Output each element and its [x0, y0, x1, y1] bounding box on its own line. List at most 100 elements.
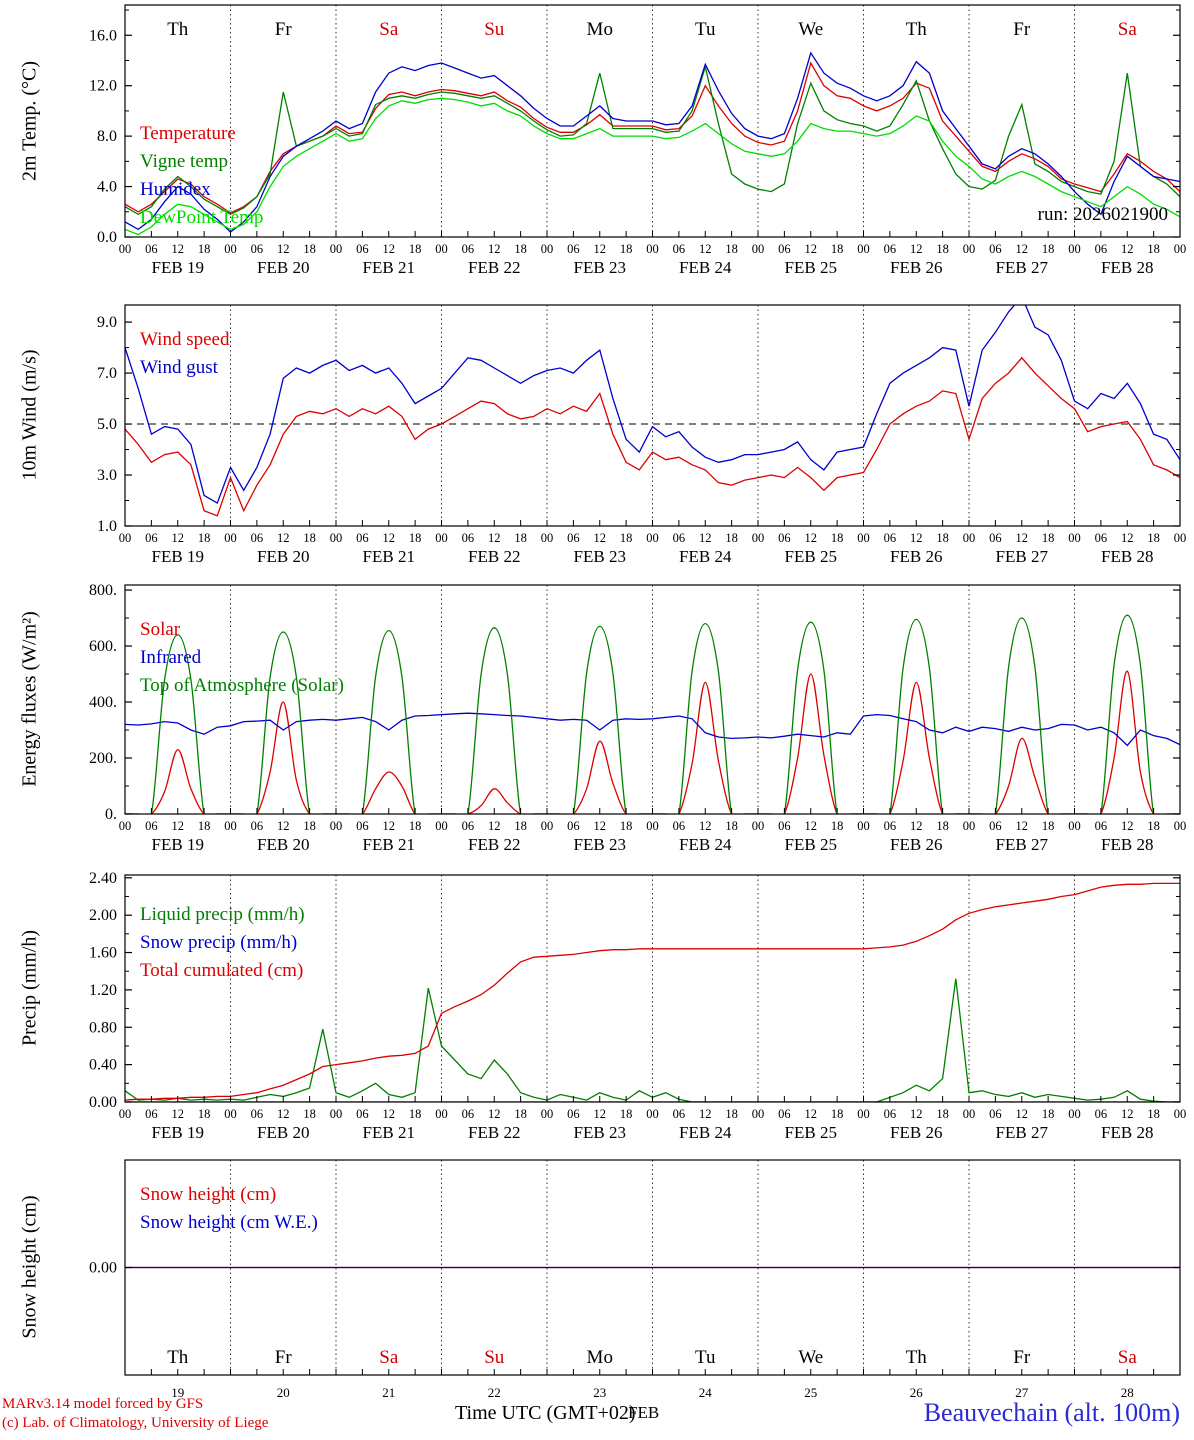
legend-wind-speed: Wind speed: [140, 329, 230, 350]
legend-snow-height: Snow height (cm): [140, 1184, 277, 1205]
hour-label: 12: [699, 242, 712, 256]
date-label: FEB 19: [152, 258, 204, 277]
hour-label: 00: [224, 531, 237, 545]
hour-label: 18: [514, 819, 527, 833]
day-name-label: Sa: [379, 19, 399, 40]
day-name-label: Th: [906, 1347, 928, 1368]
hour-label: 18: [1042, 1107, 1055, 1121]
hour-label: 18: [1147, 819, 1160, 833]
date-label: FEB 23: [574, 547, 626, 566]
hour-label: 00: [646, 531, 659, 545]
legend-wind-gust: Wind gust: [140, 357, 218, 378]
hour-label: 06: [673, 1107, 686, 1121]
legend-solar: Solar: [140, 619, 181, 640]
hour-label: 12: [1016, 1107, 1029, 1121]
hour-label: 06: [356, 819, 369, 833]
day-name-label: Mo: [587, 19, 613, 40]
hour-label: 06: [884, 531, 897, 545]
legend-infrared: Infrared: [140, 647, 202, 668]
hour-label: 18: [409, 819, 422, 833]
y-tick-label: 0.00: [89, 1260, 117, 1277]
hour-label: 06: [778, 819, 791, 833]
hour-label: 00: [224, 1107, 237, 1121]
hour-label: 06: [989, 531, 1002, 545]
date-label: FEB 27: [996, 1123, 1049, 1142]
y-tick-label: 2.00: [89, 907, 117, 924]
series-humidex: [125, 51, 1180, 233]
hour-label: 12: [805, 1107, 818, 1121]
y-tick-label: 3.0: [97, 467, 117, 484]
date-label: FEB 25: [785, 835, 837, 854]
hour-label: 00: [330, 819, 343, 833]
hour-label: 12: [594, 1107, 607, 1121]
hour-label: 18: [1042, 819, 1055, 833]
hour-label: 00: [541, 819, 554, 833]
day-name-label: Fr: [1013, 19, 1031, 40]
hour-label: 06: [145, 1107, 158, 1121]
hour-label: 18: [725, 242, 738, 256]
y-tick-label: 5.0: [97, 416, 117, 433]
hour-label: 06: [462, 242, 475, 256]
ylabel-wind: 10m Wind (m/s): [18, 349, 41, 481]
hour-label: 12: [172, 1107, 185, 1121]
date-label: FEB 27: [996, 547, 1049, 566]
hour-label: 06: [1095, 819, 1108, 833]
hour-label: 18: [620, 242, 633, 256]
hour-label: 12: [488, 819, 501, 833]
ylabel-precip: Precip (mm/h): [18, 929, 41, 1047]
day-name-label: Sa: [1118, 19, 1138, 40]
hour-label: 06: [673, 531, 686, 545]
hour-label: 06: [884, 1107, 897, 1121]
legend-humidex: Humidex: [140, 179, 211, 200]
y-tick-label: 1.0: [97, 518, 117, 535]
date-label: FEB 20: [257, 835, 309, 854]
hour-label: 12: [910, 531, 923, 545]
hour-label: 18: [514, 242, 527, 256]
station-label: Beauvechain (alt. 100m): [923, 1398, 1180, 1427]
date-label: FEB 28: [1101, 835, 1153, 854]
run-label: run: 2026021900: [1037, 204, 1168, 225]
wind-panel: 1.0 3.0 5.0 7.0 9.0 00 06 12 18 00 06 12 18 00 06 12 18 0…: [97, 304, 1186, 566]
day-number-label: 27: [1015, 1385, 1029, 1400]
hour-label: 18: [514, 531, 527, 545]
legend-liquid-precip: Liquid precip (mm/h): [140, 904, 305, 925]
day-name-label: Fr: [1013, 1347, 1031, 1368]
hour-label: 00: [224, 242, 237, 256]
hour-label: 06: [884, 242, 897, 256]
hour-label: 06: [145, 531, 158, 545]
date-label: FEB 28: [1101, 1123, 1153, 1142]
hour-label: 00: [1174, 1107, 1187, 1121]
y-tick-label: 2.40: [89, 870, 117, 887]
hour-label: 12: [172, 242, 185, 256]
hour-label: 18: [409, 242, 422, 256]
y-tick-label: 0.80: [89, 1019, 117, 1036]
date-label: FEB 20: [257, 258, 309, 277]
hour-label: 18: [198, 242, 211, 256]
hour-label: 00: [963, 1107, 976, 1121]
hour-label: 06: [145, 242, 158, 256]
hour-label: 06: [778, 1107, 791, 1121]
hour-label: 00: [646, 819, 659, 833]
time-axis-label: Time UTC (GMT+02): [455, 1402, 636, 1424]
hour-label: 00: [224, 819, 237, 833]
series-solar: [125, 670, 1180, 814]
hour-label: 12: [910, 242, 923, 256]
hour-label: 00: [646, 242, 659, 256]
date-label: FEB 22: [468, 547, 520, 566]
hour-label: 06: [1095, 242, 1108, 256]
energy-legend: Solar Infrared Top of Atmosphere (Solar): [140, 616, 344, 700]
y-tick-label: 12.0: [89, 78, 117, 95]
hour-label: 00: [963, 819, 976, 833]
hour-label: 00: [963, 531, 976, 545]
date-label: FEB 23: [574, 1123, 626, 1142]
hour-label: 18: [936, 819, 949, 833]
y-tick-label: 0.: [105, 806, 117, 823]
legend-snow-precip: Snow precip (mm/h): [140, 932, 298, 953]
y-tick-label: 0.0: [97, 229, 117, 246]
day-name-label: Sa: [1118, 1347, 1138, 1368]
y-tick-label: 16.0: [89, 27, 117, 44]
temp-legend: Temperature Vigne temp Humidex DewPoint …: [140, 120, 263, 232]
hour-label: 00: [541, 531, 554, 545]
y-tick-label: 8.0: [97, 128, 117, 145]
hour-label: 00: [1174, 819, 1187, 833]
